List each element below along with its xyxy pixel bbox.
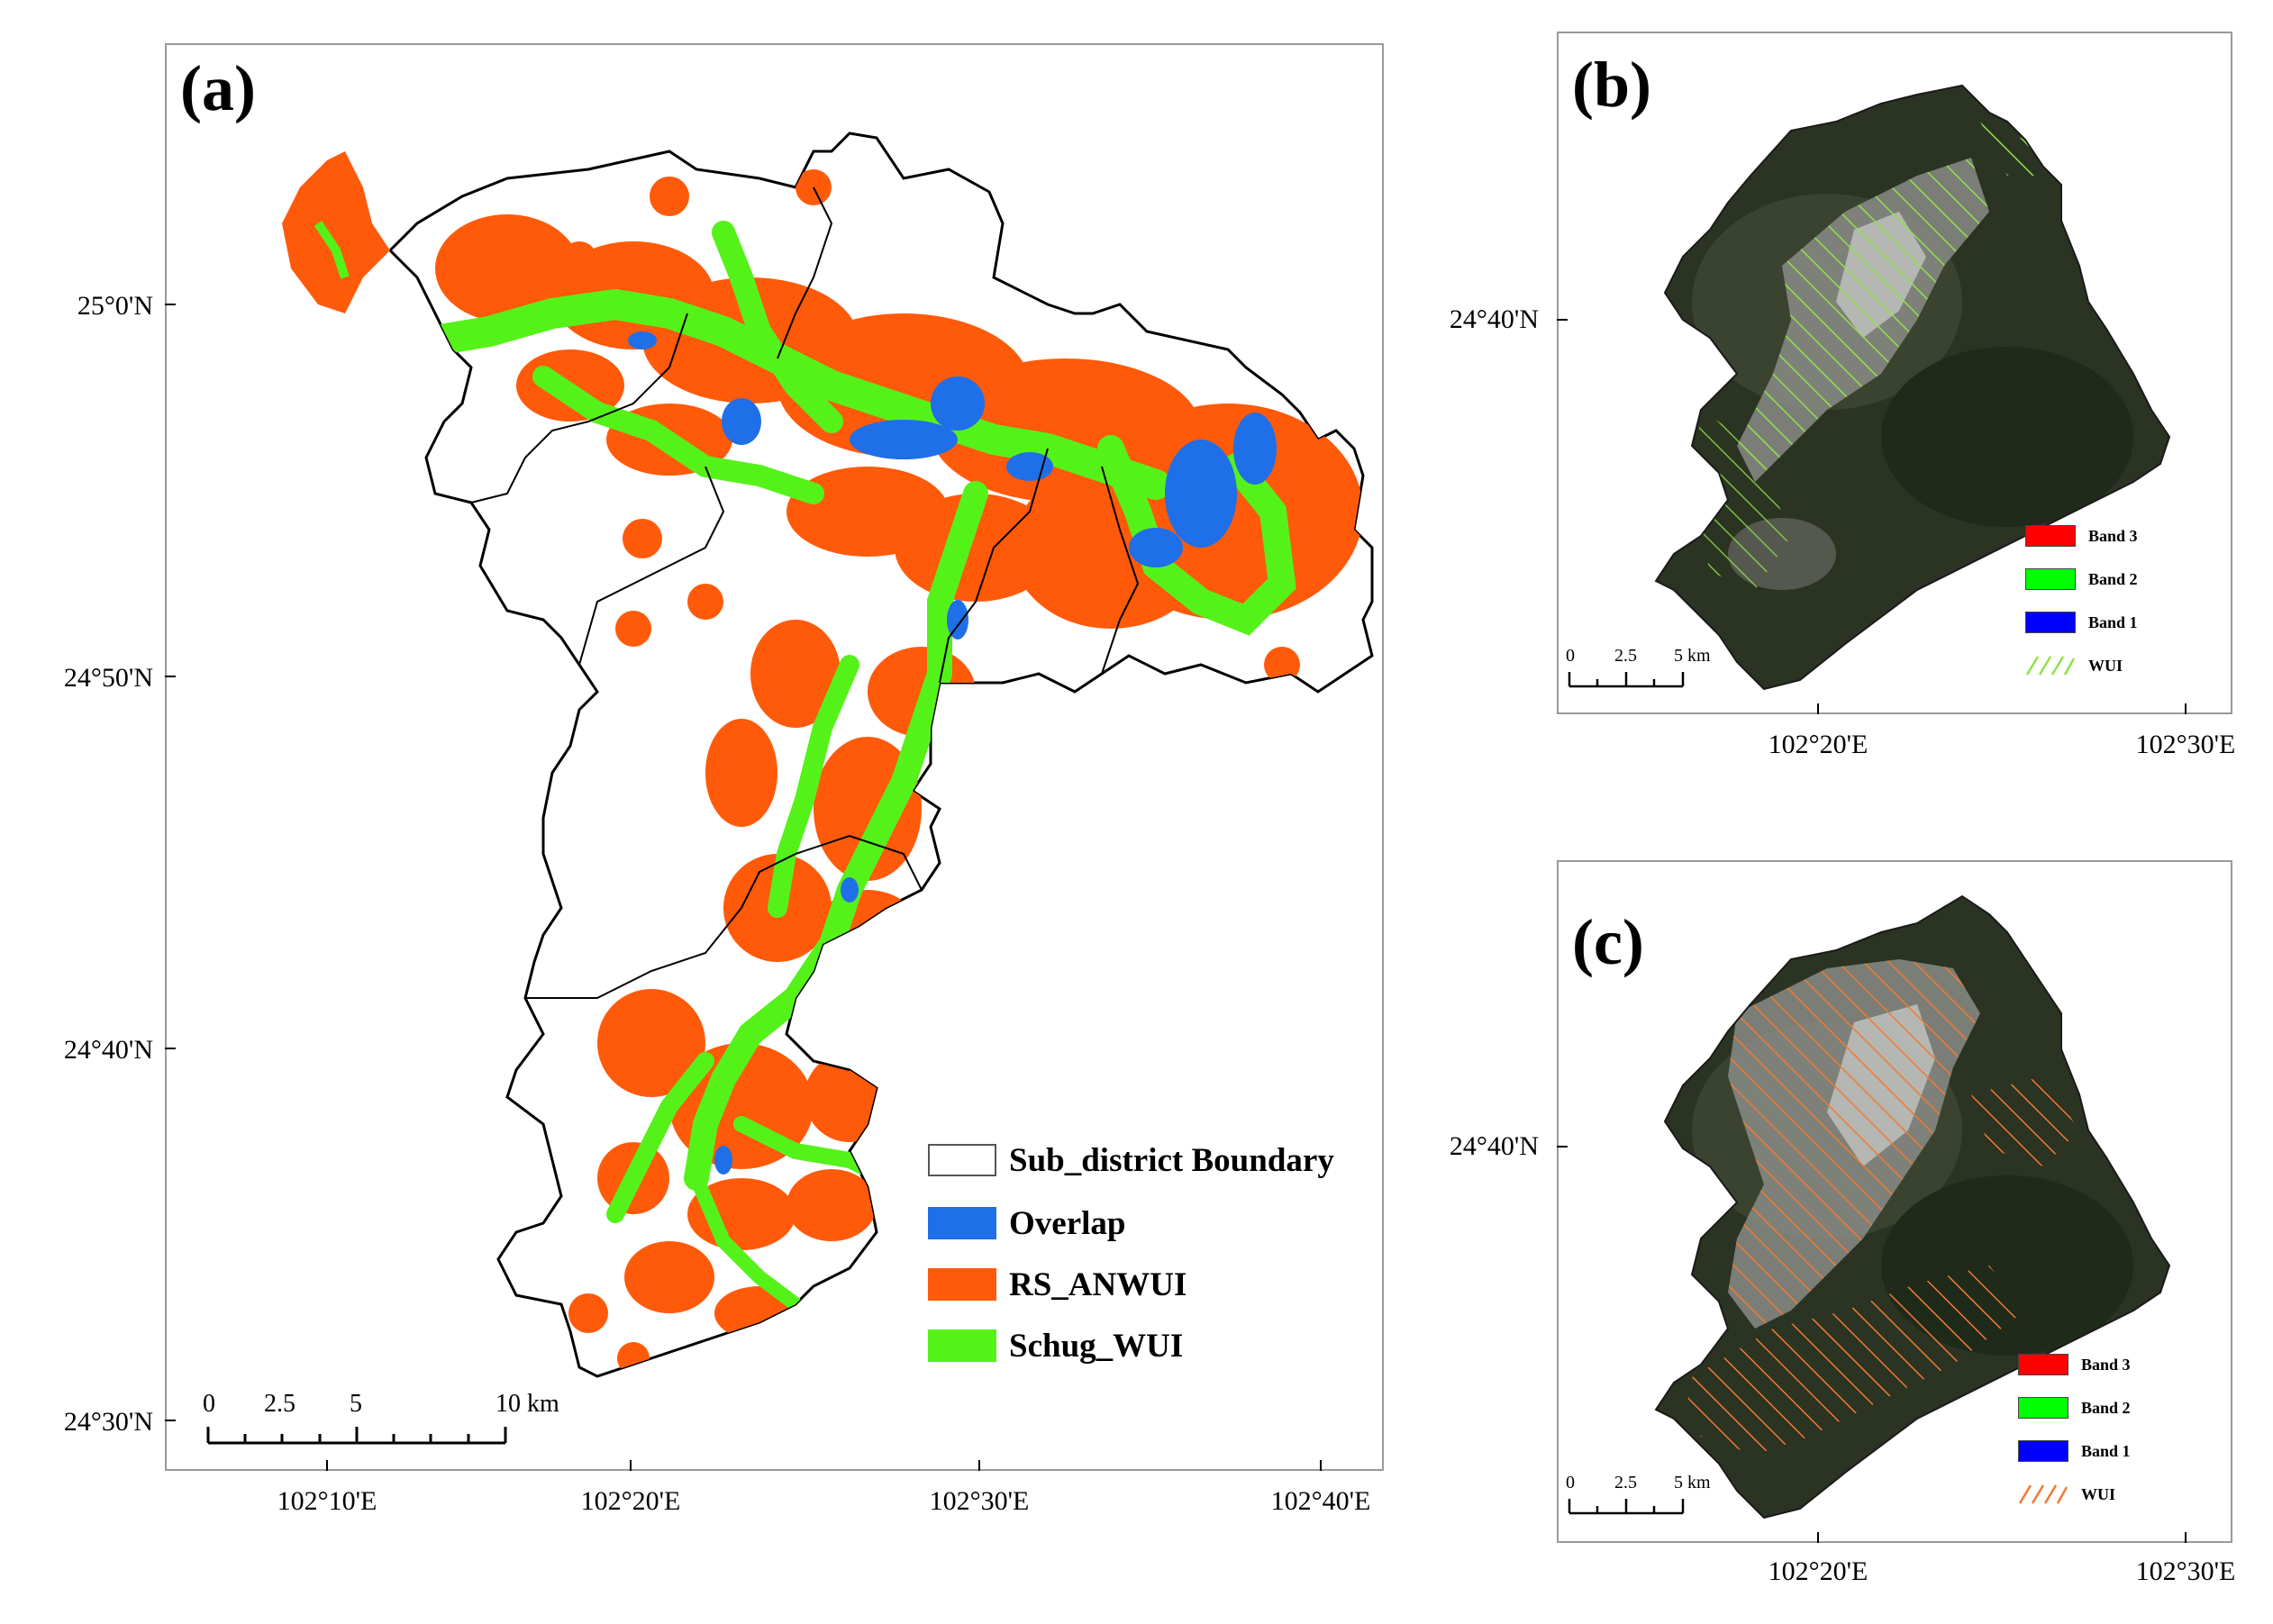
legend-item-sub-district: Sub_district Boundary [928, 1141, 1334, 1179]
scale-c-0: 0 [1566, 1473, 1575, 1492]
lat-label-25-0: 25°0'N [77, 291, 153, 321]
legend-c-label-wui: WUI [2081, 1484, 2116, 1503]
scale-bar-b [1568, 672, 1685, 688]
legend-swatch-overlap [928, 1207, 996, 1239]
legend-c-band1: Band 1 [2018, 1439, 2131, 1463]
legend-b-band3: Band 3 [2025, 524, 2138, 548]
lon-label-102-30: 102°30'E [929, 1486, 1030, 1516]
legend-label-rs-anwui: RS_ANWUI [1009, 1266, 1187, 1303]
legend-item-rs-anwui: RS_ANWUI [928, 1266, 1187, 1303]
legend-label-overlap: Overlap [1009, 1204, 1126, 1242]
lon-label-102-10: 102°10'E [277, 1486, 377, 1516]
legend-b-label-band1: Band 1 [2088, 612, 2138, 631]
legend-b-label-wui: WUI [2088, 656, 2123, 675]
panel-b-label: (b) [1572, 49, 1651, 121]
scale-a-0: 0 [203, 1390, 215, 1418]
legend-item-overlap: Overlap [928, 1204, 1126, 1242]
panel-c-label: (c) [1572, 906, 1644, 978]
panel-c-satellite-image [1557, 894, 2187, 1543]
legend-b-swatch-band3 [2025, 525, 2076, 547]
lat-label-b: 24°40'N [1449, 304, 1539, 334]
legend-c-band3: Band 3 [2018, 1353, 2131, 1376]
legend-c-swatch-band2 [2018, 1397, 2068, 1419]
panel-a-label: (a) [180, 52, 256, 124]
legend-c-swatch-wui [2018, 1484, 2068, 1504]
scale-b-2-5: 2.5 [1614, 646, 1637, 666]
legend-label-sub-district: Sub_district Boundary [1009, 1141, 1334, 1179]
legend-b-swatch-band2 [2025, 568, 2076, 590]
legend-c-label-band2: Band 2 [2081, 1398, 2131, 1417]
legend-swatch-sub-district [928, 1144, 996, 1176]
panel-a-map [165, 132, 1374, 1471]
legend-c-swatch-band3 [2018, 1354, 2068, 1375]
legend-b-wui: WUI [2025, 654, 2123, 677]
scale-a-5: 5 [350, 1390, 362, 1418]
lat-label-24-40: 24°40'N [63, 1035, 153, 1065]
legend-b-label-band2: Band 2 [2088, 569, 2138, 588]
scale-b-5km: 5 km [1674, 646, 1711, 666]
lon-label-102-20: 102°20'E [580, 1486, 681, 1516]
legend-swatch-rs-anwui [928, 1268, 996, 1301]
legend-c-label-band1: Band 1 [2081, 1441, 2131, 1460]
legend-b-band2: Band 2 [2025, 567, 2138, 591]
legend-b-label-band3: Band 3 [2088, 526, 2138, 545]
lon-label-c-102-20: 102°20'E [1768, 1556, 1868, 1586]
scale-a-10km: 10 km [496, 1390, 559, 1418]
lat-label-24-50: 24°50'N [63, 663, 153, 693]
legend-c-label-band3: Band 3 [2081, 1355, 2131, 1374]
legend-swatch-schug-wui [928, 1329, 996, 1362]
legend-c-swatch-band1 [2018, 1440, 2068, 1462]
legend-b-swatch-band1 [2025, 612, 2076, 633]
lon-label-c-102-30: 102°30'E [2135, 1556, 2236, 1586]
scale-b-0: 0 [1566, 646, 1575, 666]
scale-a-2-5: 2.5 [264, 1390, 295, 1418]
lon-label-102-40: 102°40'E [1270, 1486, 1371, 1516]
scale-c-5km: 5 km [1674, 1473, 1711, 1492]
scale-bar-c [1568, 1499, 1685, 1515]
legend-item-schug-wui: Schug_WUI [928, 1327, 1184, 1365]
lat-label-24-30: 24°30'N [63, 1407, 153, 1437]
legend-label-schug-wui: Schug_WUI [1009, 1327, 1184, 1365]
scale-c-2-5: 2.5 [1614, 1473, 1637, 1492]
panel-b-satellite-image [1557, 84, 2187, 714]
legend-b-swatch-wui [2025, 656, 2076, 676]
lon-label-b-102-30: 102°30'E [2135, 730, 2236, 759]
legend-c-wui: WUI [2018, 1483, 2115, 1506]
scale-bar-a [206, 1427, 507, 1445]
lat-label-c: 24°40'N [1449, 1131, 1539, 1161]
legend-b-band1: Band 1 [2025, 611, 2138, 634]
legend-c-band2: Band 2 [2018, 1396, 2131, 1420]
lon-label-b-102-20: 102°20'E [1768, 730, 1868, 759]
